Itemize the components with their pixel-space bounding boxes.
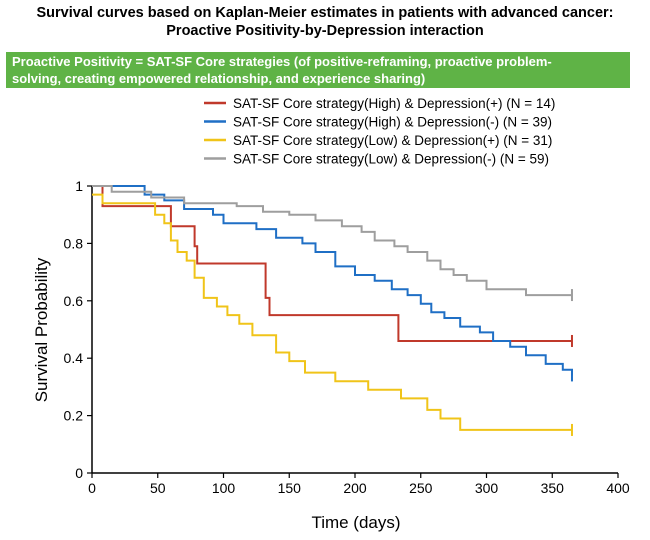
x-tick-label: 100 — [212, 480, 236, 496]
plot-area: 0 50 100 150 200 250 300 350 400 0 0.2 0.4 0.6 0.8 1 — [64, 178, 630, 496]
survival-curve-4 — [92, 185, 572, 297]
y-axis-title: Survival Probability — [32, 257, 51, 402]
survival-curve-2 — [92, 185, 573, 376]
x-tick-label: 0 — [88, 480, 96, 496]
x-tick-label: 300 — [475, 480, 499, 496]
title-line-2: Proactive Positivity-by-Depression inter… — [166, 23, 484, 39]
definition-banner: Proactive Positivity = SAT-SF Core strat… — [6, 52, 630, 88]
banner-line-2: solving, creating empowered relationship… — [12, 71, 426, 86]
x-tick-label: 200 — [343, 480, 367, 496]
survival-curve-3 — [92, 193, 572, 431]
y-tick-label: 1 — [75, 178, 83, 194]
legend-label-4: SAT-SF Core strategy(Low) & Depression(-… — [233, 152, 549, 167]
legend: SAT-SF Core strategy(High) & Depression(… — [204, 96, 555, 167]
legend-label-1: SAT-SF Core strategy(High) & Depression(… — [233, 96, 555, 111]
survival-curve-1 — [92, 185, 572, 342]
y-tick-label: 0.2 — [64, 408, 84, 424]
x-tick-label: 250 — [409, 480, 433, 496]
legend-label-2: SAT-SF Core strategy(High) & Depression(… — [233, 115, 552, 130]
y-tick-label: 0.8 — [64, 235, 84, 251]
x-tick-label: 150 — [278, 480, 302, 496]
y-tick-label: 0.4 — [64, 350, 84, 366]
x-tick-label: 400 — [606, 480, 630, 496]
legend-label-3: SAT-SF Core strategy(Low) & Depression(+… — [233, 133, 552, 148]
x-tick-label: 350 — [541, 480, 565, 496]
banner-line-1: Proactive Positivity = SAT-SF Core strat… — [12, 54, 552, 69]
y-tick-label: 0.6 — [64, 293, 84, 309]
y-tick-label: 0 — [75, 465, 83, 481]
x-tick-label: 50 — [150, 480, 166, 496]
title-line-1: Survival curves based on Kaplan-Meier es… — [36, 5, 614, 21]
x-axis-title: Time (days) — [311, 513, 400, 532]
chart-title: Survival curves based on Kaplan-Meier es… — [0, 4, 650, 40]
